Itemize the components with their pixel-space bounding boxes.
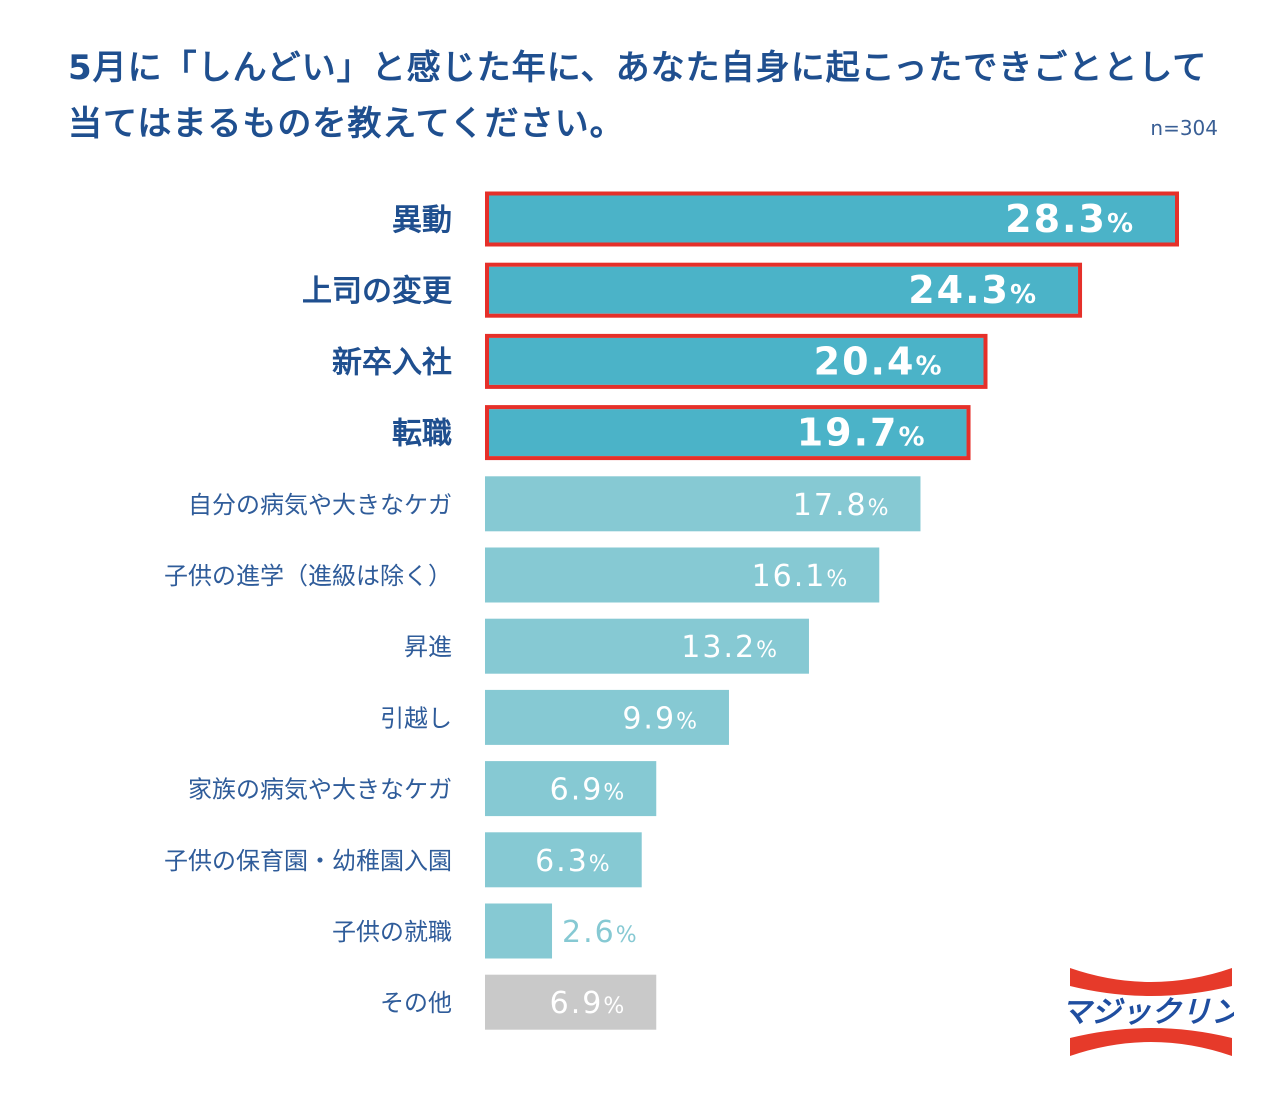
svg-text:マジックリン: マジックリン	[1068, 995, 1234, 1030]
bar-highlight-outline	[485, 262, 1083, 318]
category-label: 引越し	[380, 704, 452, 732]
title-line-2: 当てはまるものを教えてください。	[68, 104, 625, 144]
bar	[485, 903, 553, 959]
category-label: 家族の病気や大きなケガ	[188, 776, 452, 804]
category-label: 転職	[392, 417, 452, 452]
bar	[489, 409, 967, 457]
category-label: その他	[380, 989, 452, 1017]
bar	[489, 337, 984, 385]
bar	[485, 761, 657, 817]
bar	[485, 547, 880, 603]
category-label: 昇進	[404, 633, 452, 661]
category-label: 新卒入社	[332, 345, 452, 380]
title-line-1: 5月に「しんどい」と感じた年に、あなた自身に起こったできごととして	[68, 48, 1208, 88]
category-label: 自分の病気や大きなケガ	[188, 491, 452, 519]
brand-logo: マジックリン	[1068, 968, 1234, 1056]
value-label: 6.3%	[535, 844, 612, 879]
bar-highlight-outline	[485, 405, 971, 461]
bar-highlight-outline	[485, 333, 988, 389]
value-label: 24.3%	[908, 268, 1038, 312]
bar	[489, 195, 1175, 243]
bar	[485, 689, 729, 745]
category-label: 上司の変更	[302, 274, 453, 309]
category-label: 異動	[392, 203, 452, 238]
bar	[485, 476, 921, 532]
category-label: 子供の進学（進級は除く）	[164, 562, 452, 590]
sample-size: n=304	[1150, 116, 1218, 140]
bar	[489, 266, 1079, 314]
value-label: 2.6%	[562, 915, 639, 950]
category-label: 子供の保育園・幼稚園入園	[164, 847, 452, 875]
bar	[485, 974, 657, 1030]
bar	[485, 832, 642, 888]
bar	[485, 618, 809, 674]
bar-highlight-outline	[485, 191, 1179, 247]
chart-title: 5月に「しんどい」と感じた年に、あなた自身に起こったできごととして 当てはまるも…	[68, 40, 1207, 152]
value-label: 13.2%	[681, 630, 779, 665]
category-label: 子供の就職	[332, 918, 452, 946]
